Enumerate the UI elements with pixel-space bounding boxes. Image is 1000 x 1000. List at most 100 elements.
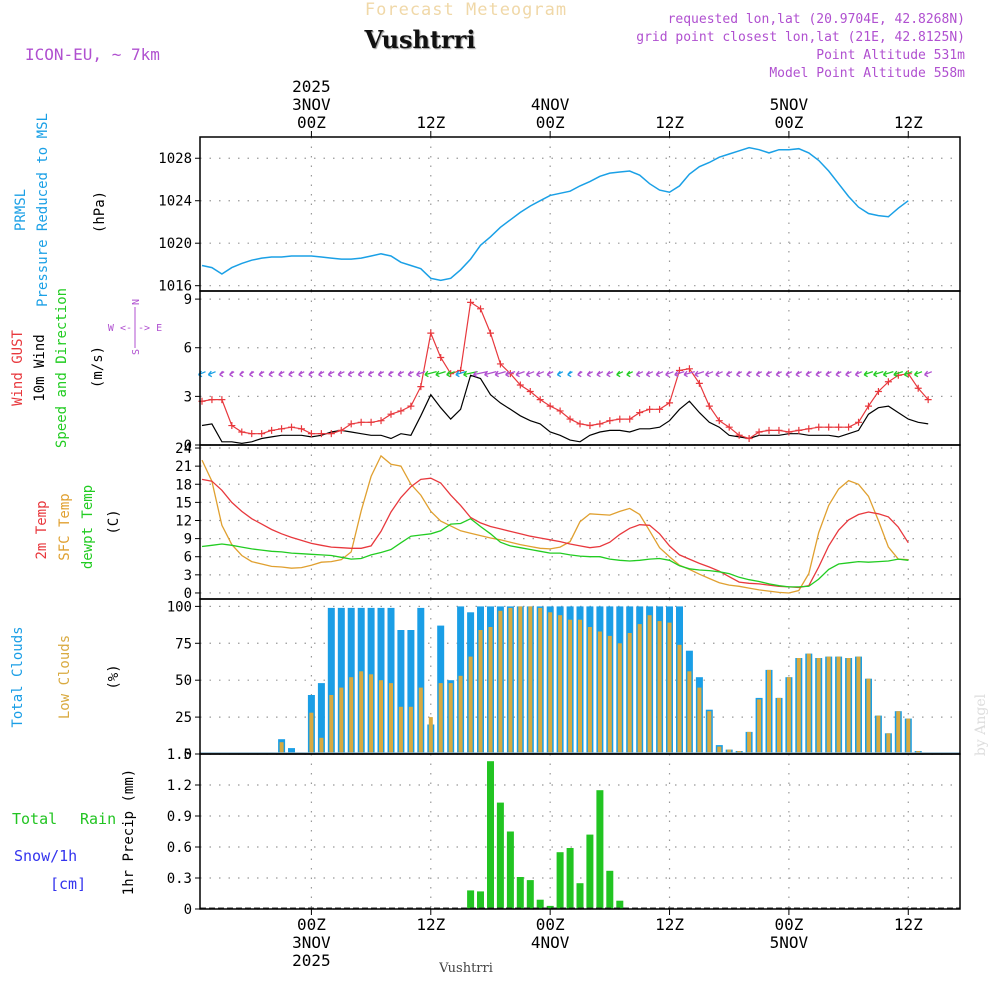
gust-marker bbox=[596, 420, 604, 428]
sfc-temp-label: SFC Temp bbox=[57, 493, 73, 560]
low-cloud-bar bbox=[448, 683, 453, 754]
gust-marker bbox=[805, 425, 813, 433]
low-cloud-bar bbox=[597, 631, 602, 754]
gust-marker bbox=[725, 423, 733, 431]
gust-marker bbox=[556, 407, 564, 415]
wind-direction-arrow bbox=[455, 370, 466, 378]
wind-direction-arrow bbox=[805, 370, 812, 378]
wind-direction-arrow bbox=[765, 370, 773, 378]
low-cloud-bar bbox=[488, 627, 493, 754]
rain-bar bbox=[606, 870, 614, 909]
low-cloud-bar bbox=[359, 671, 364, 754]
gust-marker bbox=[815, 423, 823, 431]
gust-marker bbox=[467, 298, 475, 306]
gust-marker bbox=[785, 428, 793, 436]
low-cloud-bar bbox=[428, 717, 433, 754]
wind-direction-arrow bbox=[586, 370, 594, 378]
wind-dir-label: Speed and Direction bbox=[54, 288, 70, 448]
x-day-label-bottom: 3NOV bbox=[292, 933, 331, 952]
wind-direction-arrow bbox=[825, 370, 832, 378]
low-cloud-bar bbox=[398, 706, 403, 754]
wind-direction-arrow bbox=[219, 370, 225, 378]
y-tick-label: 6 bbox=[184, 550, 192, 566]
wind-direction-arrow bbox=[416, 370, 426, 378]
wind-direction-arrow bbox=[258, 370, 265, 378]
gust-marker bbox=[268, 426, 276, 434]
wind-direction-arrow bbox=[705, 370, 714, 378]
low-cloud-bar bbox=[757, 699, 762, 754]
low-cloud-bar bbox=[309, 712, 314, 754]
location-title: Vushtrri bbox=[364, 25, 476, 54]
low-cloud-bar bbox=[587, 627, 592, 754]
wind-direction-arrow bbox=[525, 370, 535, 378]
rain-bar bbox=[487, 761, 494, 909]
x-year-label-bottom: 2025 bbox=[292, 951, 331, 970]
wind-direction-arrow bbox=[268, 370, 275, 378]
wind-direction-arrow bbox=[407, 370, 414, 378]
gust-marker bbox=[427, 329, 435, 337]
gust-marker bbox=[576, 420, 584, 428]
sfc-temp-line bbox=[201, 454, 909, 594]
gust-marker bbox=[278, 425, 286, 433]
gust-marker bbox=[536, 396, 544, 404]
wind-direction-arrow bbox=[367, 370, 375, 378]
wind-direction-arrow bbox=[229, 370, 235, 378]
low-cloud-bar bbox=[339, 687, 344, 754]
gust-marker bbox=[566, 415, 574, 423]
low-cloud-bar bbox=[508, 607, 513, 754]
low-clouds-label: Low Clouds bbox=[57, 635, 73, 719]
gust-marker bbox=[636, 409, 644, 417]
gust-marker bbox=[656, 405, 664, 413]
low-cloud-bar bbox=[896, 711, 901, 754]
low-cloud-bar bbox=[667, 622, 672, 754]
wind-direction-arrow bbox=[327, 370, 335, 378]
gust-marker bbox=[377, 417, 385, 425]
wind-direction-arrow bbox=[357, 370, 365, 378]
y-tick-label: 12 bbox=[175, 513, 192, 529]
wind-direction-arrow bbox=[397, 370, 405, 378]
wind-direction-arrow bbox=[446, 370, 455, 378]
gust-marker bbox=[874, 388, 882, 396]
watermark: by Angel bbox=[973, 693, 989, 756]
low-cloud-bar bbox=[468, 656, 473, 754]
wind-direction-arrow bbox=[815, 370, 822, 378]
temp2m-line bbox=[201, 477, 909, 589]
x-hour-label-top: 00Z bbox=[297, 113, 326, 132]
gust-marker bbox=[357, 418, 365, 426]
wind-direction-arrow bbox=[775, 370, 783, 378]
wind-direction-arrow bbox=[388, 370, 394, 378]
low-cloud-bar bbox=[767, 669, 771, 754]
wind-direction-arrow bbox=[288, 370, 295, 378]
gust-marker bbox=[367, 418, 375, 426]
gust-marker bbox=[755, 428, 763, 436]
low-cloud-bar bbox=[886, 733, 891, 754]
low-cloud-bar bbox=[548, 612, 553, 754]
gust-marker bbox=[745, 435, 753, 443]
low-cloud-bar bbox=[906, 718, 911, 754]
x-hour-label-top: 12Z bbox=[894, 113, 923, 132]
wind-direction-arrow bbox=[546, 370, 554, 378]
wind-direction-arrow bbox=[755, 370, 763, 378]
gust-marker bbox=[437, 353, 445, 361]
low-cloud-bar bbox=[458, 675, 463, 754]
rain-bar bbox=[467, 890, 475, 909]
low-cloud-bar bbox=[578, 619, 582, 754]
x-hour-label-top: 00Z bbox=[774, 113, 803, 132]
wind-direction-arrow bbox=[746, 370, 752, 378]
low-cloud-bar bbox=[796, 658, 801, 754]
gust-marker bbox=[337, 426, 345, 434]
low-cloud-bar bbox=[846, 658, 851, 754]
wind-direction-arrow bbox=[337, 370, 345, 378]
low-cloud-bar bbox=[379, 680, 383, 754]
y-tick-label: 1020 bbox=[158, 236, 192, 252]
x-day-label-bottom: 5NOV bbox=[770, 933, 809, 952]
rain-bar bbox=[596, 790, 604, 909]
wind-direction-arrow bbox=[606, 370, 614, 378]
wind-gust-line bbox=[201, 301, 929, 440]
gust-marker bbox=[586, 422, 594, 430]
x-hour-label-top: 00Z bbox=[536, 113, 565, 132]
low-cloud-bar bbox=[876, 715, 881, 754]
compass-n: N bbox=[131, 299, 142, 305]
gust-marker bbox=[327, 430, 335, 438]
rain-bar bbox=[496, 802, 504, 909]
